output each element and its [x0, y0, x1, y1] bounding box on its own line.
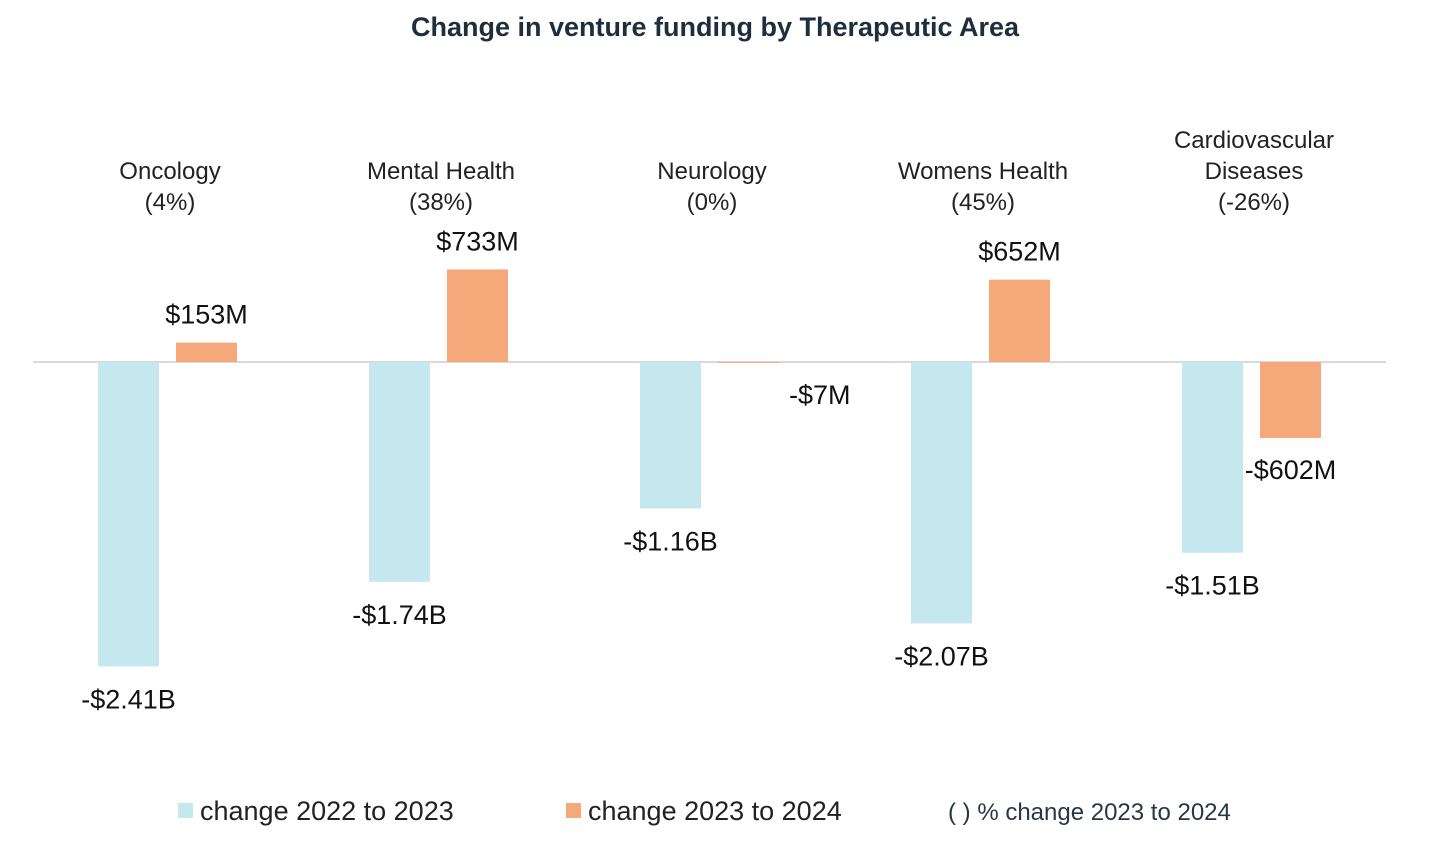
legend-label: change 2023 to 2024	[588, 796, 842, 826]
data-label: $733M	[436, 226, 519, 256]
category-label: Womens Health	[898, 158, 1068, 185]
bar-change-2023-2024	[1260, 362, 1321, 439]
category-pct-label: (-26%)	[1218, 189, 1290, 216]
data-label: -$7M	[789, 380, 851, 410]
category-pct-label: (0%)	[687, 189, 738, 216]
chart-title: Change in venture funding by Therapeutic…	[411, 12, 1020, 42]
legend-note: ( ) % change 2023 to 2024	[948, 799, 1231, 826]
bar-change-2023-2024	[989, 279, 1050, 362]
bars-group	[98, 269, 1321, 667]
legend-label: change 2022 to 2023	[200, 796, 454, 826]
category-pct-label: (38%)	[409, 189, 473, 216]
data-label: -$1.74B	[352, 600, 447, 630]
data-label: -$1.16B	[623, 527, 718, 557]
bar-change-2022-2023	[1182, 362, 1243, 553]
value-labels-group: -$2.41B $153M -$1.74B $733M -$1.16B -$7M -$2.0…	[81, 226, 1336, 714]
category-pct-label: (45%)	[951, 189, 1015, 216]
data-label: $652M	[978, 237, 1061, 267]
category-label: Neurology	[657, 158, 766, 185]
data-label: -$2.07B	[894, 641, 989, 671]
category-labels-group: Oncology (4%) Mental Health (38%) Neurology (…	[119, 127, 1334, 216]
category-label: Diseases	[1205, 158, 1304, 185]
bar-change-2023-2024	[718, 362, 779, 363]
bar-change-2022-2023	[640, 362, 701, 509]
data-label: -$2.41B	[81, 684, 176, 714]
bar-change-2023-2024	[447, 269, 508, 362]
legend: change 2022 to 2023 change 2023 to 2024 ( …	[178, 796, 1231, 826]
bar-change-2023-2024	[176, 342, 237, 362]
category-label: Cardiovascular	[1174, 127, 1334, 154]
bar-change-2022-2023	[369, 362, 430, 582]
bar-change-2022-2023	[98, 362, 159, 667]
legend-swatch	[178, 803, 193, 818]
data-label: -$602M	[1245, 455, 1337, 485]
bar-change-2022-2023	[911, 362, 972, 624]
legend-swatch	[566, 803, 581, 818]
category-label: Oncology	[119, 158, 220, 185]
data-label: -$1.51B	[1165, 571, 1260, 601]
data-label: $153M	[165, 300, 248, 330]
category-pct-label: (4%)	[145, 189, 196, 216]
category-label: Mental Health	[367, 158, 515, 185]
